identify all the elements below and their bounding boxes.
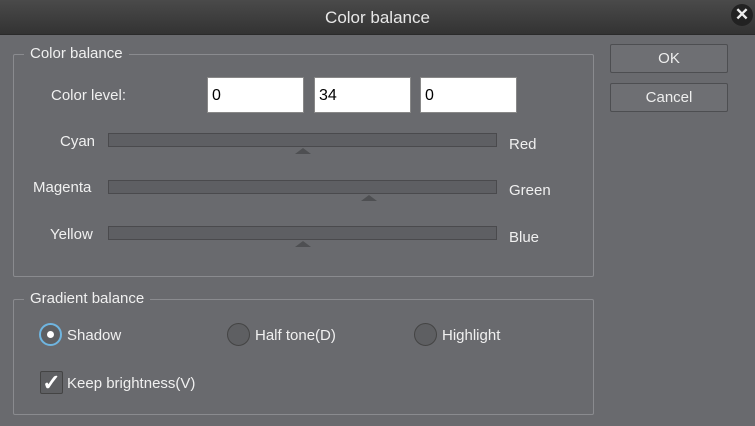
color-balance-legend: Color balance: [24, 45, 129, 62]
half-tone-radio[interactable]: [227, 323, 250, 346]
checkmark-icon: ✓: [42, 370, 61, 395]
color-level-label: Color level:: [51, 87, 127, 104]
yellow-blue-slider-thumb[interactable]: [294, 241, 311, 247]
gradient-balance-legend: Gradient balance: [24, 290, 151, 307]
dialog-title: Color balance: [325, 8, 430, 27]
ok-button[interactable]: OK: [610, 44, 728, 73]
slider-left-label-magenta: Magenta: [33, 179, 92, 196]
slider-left-label-yellow: Yellow: [50, 226, 93, 243]
close-icon[interactable]: ✕: [731, 4, 753, 26]
yellow-blue-slider[interactable]: [108, 226, 497, 240]
gradient-balance-group: Gradient balance: [13, 290, 594, 415]
color-level-input-3[interactable]: 0: [420, 77, 517, 113]
slider-right-label-red: Red: [509, 136, 537, 153]
shadow-radio[interactable]: [39, 323, 62, 346]
cyan-red-slider[interactable]: [108, 133, 497, 147]
highlight-radio[interactable]: [414, 323, 437, 346]
slider-right-label-green: Green: [509, 182, 551, 199]
cancel-button[interactable]: Cancel: [610, 83, 728, 112]
cyan-red-slider-thumb[interactable]: [294, 148, 311, 154]
keep-brightness-label[interactable]: Keep brightness(V): [67, 375, 196, 392]
highlight-label[interactable]: Highlight: [442, 327, 501, 344]
half-tone-label[interactable]: Half tone(D): [255, 327, 336, 344]
shadow-label[interactable]: Shadow: [67, 327, 122, 344]
keep-brightness-checkbox[interactable]: ✓: [40, 371, 63, 394]
color-balance-group: Color balance: [13, 45, 594, 277]
color-level-input-1[interactable]: 0: [207, 77, 304, 113]
slider-right-label-blue: Blue: [509, 229, 540, 246]
magenta-green-slider-thumb[interactable]: [360, 195, 377, 201]
magenta-green-slider[interactable]: [108, 180, 497, 194]
slider-left-label-cyan: Cyan: [60, 133, 96, 150]
color-level-input-2[interactable]: 34: [314, 77, 411, 113]
title-bar: Color balance ✕: [0, 0, 755, 35]
